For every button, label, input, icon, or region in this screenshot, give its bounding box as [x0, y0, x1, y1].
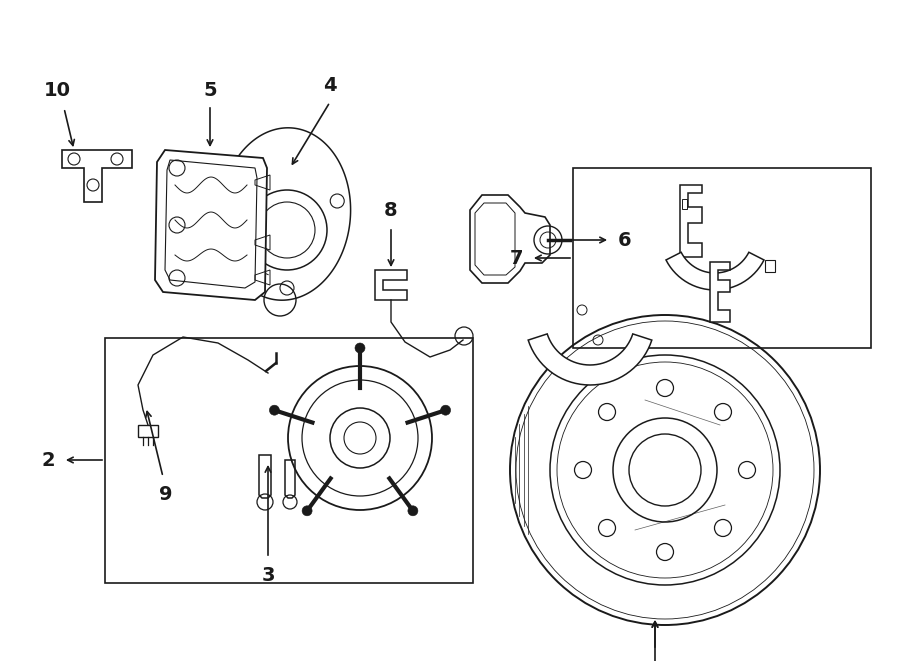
Polygon shape [528, 334, 652, 385]
Text: 8: 8 [384, 201, 398, 220]
Polygon shape [62, 150, 132, 202]
Text: 9: 9 [159, 485, 173, 504]
Circle shape [441, 405, 451, 415]
Bar [573, 168, 871, 348]
Bar [105, 338, 473, 583]
Text: 4: 4 [323, 76, 337, 95]
Text: 10: 10 [43, 81, 70, 100]
Text: 3: 3 [261, 566, 274, 585]
Polygon shape [666, 253, 764, 290]
Polygon shape [710, 262, 730, 322]
Polygon shape [680, 185, 702, 257]
Polygon shape [138, 425, 158, 437]
Bar [682, 199, 687, 209]
Polygon shape [155, 150, 267, 300]
Circle shape [302, 506, 312, 516]
Circle shape [408, 506, 418, 516]
Text: 5: 5 [203, 81, 217, 100]
Circle shape [269, 405, 279, 415]
Polygon shape [470, 195, 550, 283]
Text: 7: 7 [509, 249, 523, 268]
Polygon shape [259, 455, 271, 498]
Polygon shape [375, 270, 407, 300]
Text: 2: 2 [41, 451, 55, 469]
Text: 6: 6 [618, 231, 632, 249]
Circle shape [355, 343, 365, 353]
Polygon shape [285, 460, 295, 498]
